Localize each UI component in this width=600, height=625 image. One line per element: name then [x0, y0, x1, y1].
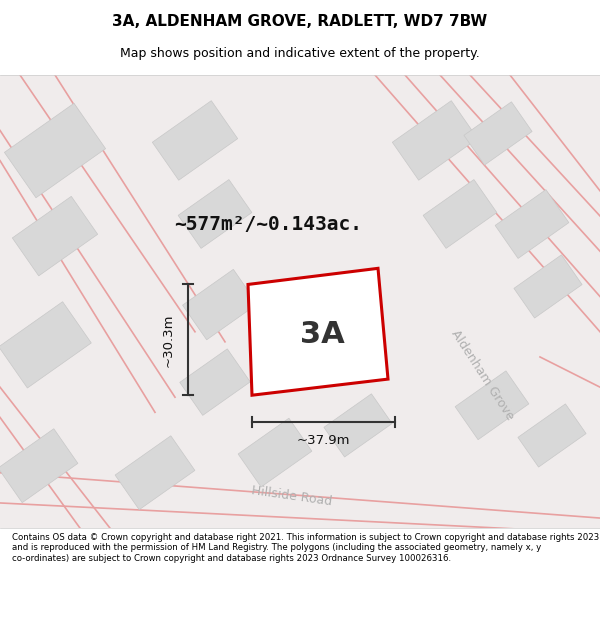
Text: ~37.9m: ~37.9m — [297, 434, 350, 447]
Polygon shape — [115, 436, 195, 510]
Text: Map shows position and indicative extent of the property.: Map shows position and indicative extent… — [120, 48, 480, 61]
Polygon shape — [0, 302, 91, 388]
Polygon shape — [495, 189, 569, 258]
Polygon shape — [238, 418, 312, 487]
Polygon shape — [455, 371, 529, 439]
Polygon shape — [248, 268, 388, 395]
Polygon shape — [4, 103, 106, 198]
Polygon shape — [392, 101, 478, 180]
Polygon shape — [423, 179, 497, 248]
Polygon shape — [464, 102, 532, 165]
Text: 3A, ALDENHAM GROVE, RADLETT, WD7 7BW: 3A, ALDENHAM GROVE, RADLETT, WD7 7BW — [112, 14, 488, 29]
Polygon shape — [182, 269, 257, 340]
Polygon shape — [13, 196, 98, 276]
Text: Aldenham Grove: Aldenham Grove — [448, 328, 516, 422]
Polygon shape — [518, 404, 586, 467]
Text: ~577m²/~0.143ac.: ~577m²/~0.143ac. — [174, 214, 362, 234]
Polygon shape — [152, 101, 238, 180]
Text: Hillside Road: Hillside Road — [251, 484, 333, 508]
Text: Contains OS data © Crown copyright and database right 2021. This information is : Contains OS data © Crown copyright and d… — [12, 533, 599, 562]
Polygon shape — [180, 349, 250, 416]
Text: ~30.3m: ~30.3m — [161, 313, 175, 367]
Polygon shape — [324, 394, 392, 457]
Polygon shape — [0, 429, 78, 503]
Polygon shape — [178, 179, 252, 248]
Polygon shape — [514, 255, 582, 318]
Text: 3A: 3A — [299, 320, 344, 349]
